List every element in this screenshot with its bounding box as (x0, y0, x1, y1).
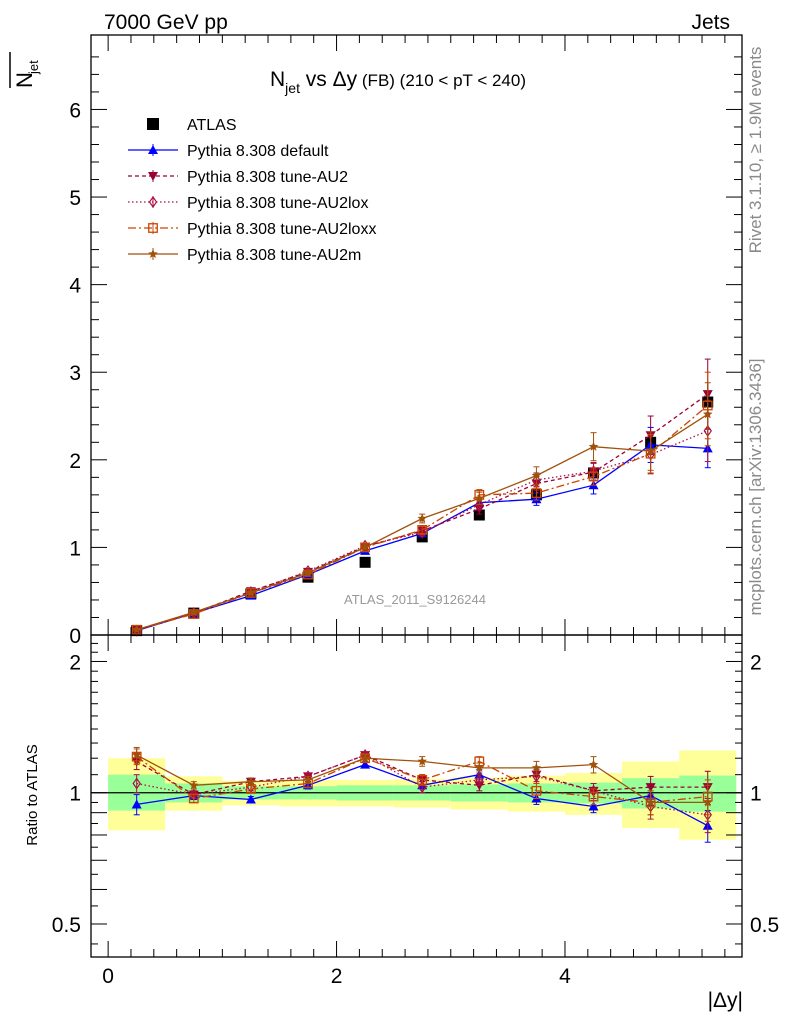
legend-marker (148, 223, 158, 233)
data-point (645, 446, 656, 456)
ratio-plot-frame (90, 634, 743, 958)
ratio-data-point (245, 794, 256, 804)
data-point (588, 441, 599, 451)
ratio-data-point (131, 750, 142, 760)
header-jets-label: Jets (691, 11, 730, 34)
data-point (474, 493, 485, 503)
legend-marker (148, 172, 158, 181)
ratio-data-point (588, 791, 599, 802)
ratio-data-point (132, 777, 141, 790)
ratio-y-tick-label: 2 (69, 651, 81, 674)
data-point (417, 513, 427, 523)
data-point (703, 409, 713, 419)
legend-label: Pythia 8.308 tune-AU2loxx (187, 221, 376, 238)
title-vs: vs (300, 68, 333, 91)
data-point (475, 498, 484, 511)
analysis-watermark: ATLAS_2011_S9126244 (344, 592, 486, 607)
data-point (131, 624, 142, 634)
x-tick-label: 4 (559, 965, 571, 988)
legend-label: ATLAS (187, 117, 237, 134)
title-fb: (FB) (357, 71, 400, 90)
data-point (189, 607, 199, 617)
data-point (531, 470, 542, 480)
data-point (473, 509, 485, 521)
legend-entry: Pythia 8.308 tune-AU2m (128, 247, 361, 264)
chart-title: Njet vs Δy (FB) (210 < pT < 240) (270, 68, 526, 96)
x-tick-label: 0 (102, 965, 114, 988)
ratio-plot-layer: 0 2 4 0.5 0.5 1 1 2 2 (52, 634, 779, 988)
header-energy-label: 7000 GeV pp (104, 11, 228, 34)
ratio-data-point (588, 801, 599, 811)
title-sub: jet (284, 80, 300, 96)
ratio-data-point (474, 762, 485, 772)
ratio-data-point (189, 780, 199, 790)
title-n: N (270, 68, 285, 91)
legend-label: Pythia 8.308 tune-AU2m (187, 247, 361, 264)
legend-label: Pythia 8.308 tune-AU2lox (187, 195, 368, 212)
data-point (303, 567, 313, 577)
ratio-data-point (703, 797, 713, 807)
ratio-data-point (417, 756, 427, 766)
ratio-series-line (136, 754, 708, 796)
data-point (531, 488, 542, 499)
legend-entry: ATLAS (147, 117, 237, 134)
legend-marker (148, 249, 158, 258)
ratio-data-point (475, 773, 484, 786)
main-y-tick-label: 4 (69, 275, 81, 298)
main-plot-layer: 0 1 2 3 4 5 6 (69, 34, 743, 957)
legend-label: Pythia 8.308 default (187, 143, 329, 160)
ratio-data-point (246, 776, 256, 786)
title-range: (210 < pT < 240) (400, 71, 526, 90)
ratio-y-tick-label-right: 2 (750, 651, 762, 674)
data-point (360, 539, 370, 552)
x-axis-label: |Δy| (708, 989, 743, 1012)
mcplots-label: mcplots.cern.ch [arXiv:1306.3436] (746, 358, 765, 615)
ratio-data-point (531, 762, 542, 772)
main-y-tick-label: 3 (69, 362, 81, 385)
ratio-data-point (588, 759, 599, 769)
main-y-axis-label: N jet (9, 52, 41, 88)
legend-marker (147, 118, 159, 130)
legend-label: Pythia 8.308 tune-AU2 (187, 169, 348, 186)
x-tick-label: 2 (331, 965, 343, 988)
main-y-tick-label: 6 (69, 99, 81, 122)
ratio-y-tick-label-right: 0.5 (750, 914, 779, 937)
ratio-data-point (360, 759, 371, 769)
legend: ATLAS Pythia 8.308 default Pythia 8.308 tu… (128, 117, 376, 264)
rivet-version-label: Rivet 3.1.10, ≥ 1.9M events (746, 47, 765, 254)
legend-entry: Pythia 8.308 default (128, 143, 329, 160)
data-point (246, 588, 256, 597)
ratio-data-point (131, 799, 142, 809)
legend-entry: Pythia 8.308 tune-AU2 (128, 169, 348, 186)
ratio-data-point (531, 785, 542, 796)
ratio-data-point (417, 775, 428, 785)
ratio-data-point (188, 793, 199, 804)
legend-marker (148, 145, 158, 154)
legend-marker (148, 195, 158, 209)
ratio-y-tick-label-right: 1 (750, 783, 762, 806)
data-point (359, 556, 371, 568)
main-y-label-sub: jet (26, 60, 41, 75)
ratio-data-point (360, 753, 370, 763)
main-y-label-n: N (12, 72, 37, 88)
main-y-tick-label: 2 (69, 450, 81, 473)
ratio-y-tick-label: 1 (69, 783, 81, 806)
main-y-tick-label: 5 (69, 187, 81, 210)
series-5 (131, 382, 713, 634)
legend-entry: Pythia 8.308 tune-AU2loxx (128, 221, 376, 238)
title-dy: Δy (333, 68, 358, 91)
ratio-series-4 (131, 746, 713, 822)
ratio-data-point (303, 774, 313, 784)
ratio-data-point (645, 783, 656, 793)
ratio-y-axis-label: Ratio to ATLAS (24, 744, 41, 845)
main-y-tick-label: 1 (69, 537, 81, 560)
ratio-y-tick-label: 0.5 (52, 914, 81, 937)
legend-entry: Pythia 8.308 tune-AU2lox (128, 195, 368, 212)
ratio-data-point (645, 797, 656, 807)
data-point (417, 524, 428, 535)
main-y-tick-label: 0 (69, 625, 81, 648)
data-point (360, 542, 370, 552)
data-point (588, 471, 599, 482)
